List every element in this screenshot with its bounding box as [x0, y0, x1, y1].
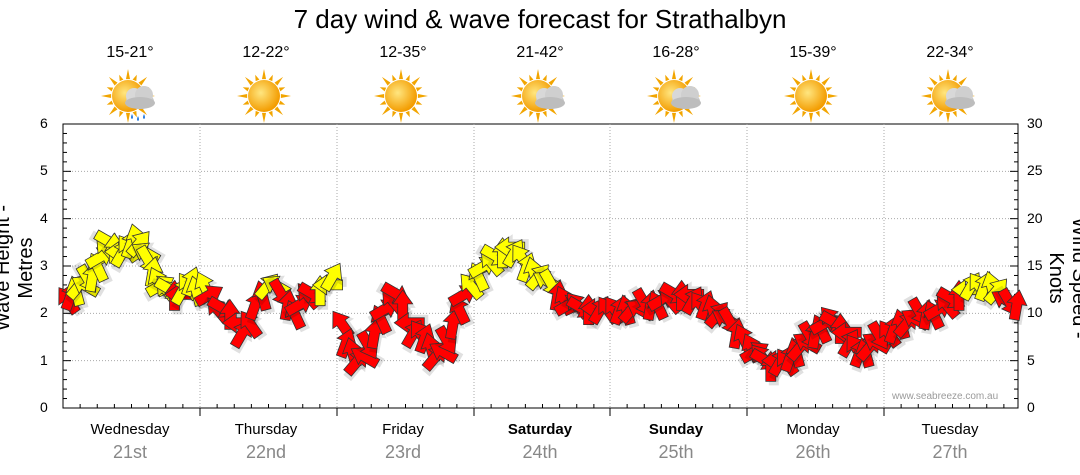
y-right-tick-label: 20	[1027, 209, 1043, 226]
sun-cloud-icon	[647, 69, 701, 123]
date-label: 25th	[658, 442, 694, 462]
day-label: Monday	[786, 421, 840, 438]
sun-icon	[237, 69, 291, 123]
date-label: 26th	[795, 442, 831, 462]
temperature-range: 12-35°	[379, 44, 427, 61]
y-left-tick-label: 1	[40, 351, 48, 368]
temperature-range: 15-39°	[789, 44, 837, 61]
y-left-tick-label: 5	[40, 162, 48, 179]
date-label: 24th	[522, 442, 558, 462]
date-label: 22nd	[245, 442, 287, 462]
temperature-range: 22-34°	[926, 44, 974, 61]
wind-arrow	[320, 262, 343, 297]
temperature-range: 15-21°	[106, 44, 154, 61]
day-label: Friday	[382, 421, 424, 438]
day-label: Thursday	[234, 421, 298, 438]
date-label: 27th	[932, 442, 968, 462]
sun-icon	[374, 69, 428, 123]
y-left-tick-label: 2	[40, 304, 48, 321]
sun-cloud-rain-icon	[101, 69, 155, 123]
wind-arrow	[1006, 289, 1030, 325]
date-label: 21st	[112, 442, 148, 462]
y-right-tick-label: 10	[1027, 304, 1043, 321]
y-right-tick-label: 0	[1027, 399, 1035, 415]
wind-arrow	[391, 289, 416, 324]
chart-title: 7 day wind & wave forecast for Strathalb…	[293, 4, 787, 34]
day-label: Sunday	[648, 421, 704, 438]
sun-cloud-icon	[921, 69, 975, 123]
watermark: www.seabreeze.com.au	[892, 391, 999, 402]
y-right-tick-label: 30	[1027, 115, 1043, 131]
y-right-tick-label: 25	[1027, 162, 1043, 179]
temperature-range: 21-42°	[516, 44, 564, 61]
day-label: Saturday	[507, 421, 573, 438]
sun-icon	[784, 69, 838, 123]
temperature-range: 12-22°	[242, 44, 290, 61]
wind-arrow	[430, 323, 457, 355]
temperature-range: 16-28°	[652, 44, 700, 61]
day-label: Tuesday	[921, 421, 979, 438]
y-right-tick-label: 15	[1027, 257, 1043, 273]
day-label: Wednesday	[90, 421, 170, 438]
y-left-tick-label: 6	[40, 115, 48, 131]
date-label: 23rd	[384, 442, 422, 462]
sun-cloud-icon	[511, 69, 565, 123]
y-left-tick-label: 3	[40, 257, 48, 273]
y-left-tick-label: 0	[40, 399, 48, 415]
y-left-tick-label: 4	[40, 209, 48, 226]
y-right-tick-label: 5	[1027, 351, 1035, 368]
